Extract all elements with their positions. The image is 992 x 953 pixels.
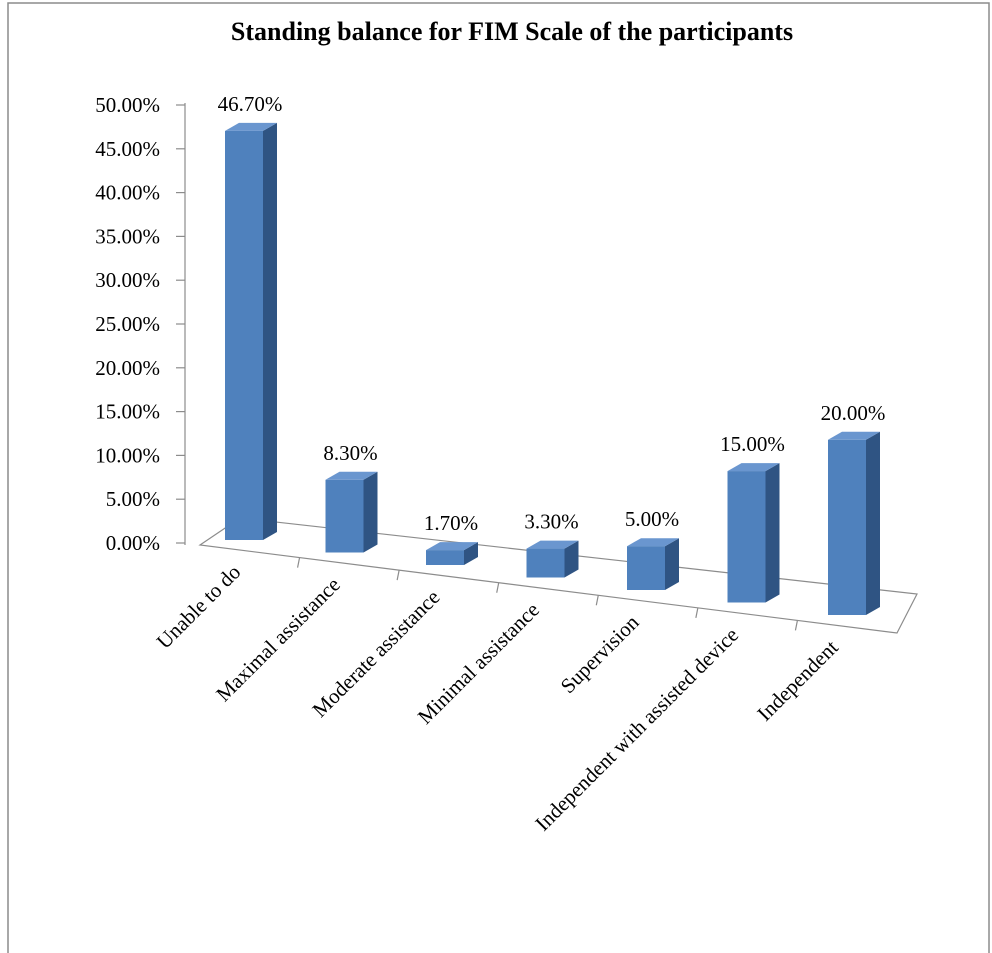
x-tick	[595, 595, 599, 606]
value-label: 20.00%	[821, 401, 886, 425]
chart-title: Standing balance for FIM Scale of the pa…	[231, 17, 793, 46]
y-tick-label: 10.00%	[95, 443, 160, 467]
value-label: 46.70%	[218, 92, 283, 116]
y-tick-label: 50.00%	[95, 93, 160, 117]
value-label: 1.70%	[424, 511, 478, 535]
y-tick-label: 35.00%	[95, 224, 160, 248]
y-tick-label: 15.00%	[95, 400, 160, 424]
bar	[225, 130, 263, 540]
y-tick-label: 0.00%	[106, 531, 160, 555]
bar-side	[665, 538, 679, 590]
x-tick	[496, 582, 500, 593]
bar	[828, 439, 866, 615]
bar	[325, 479, 364, 553]
x-tick	[794, 620, 799, 631]
y-tick-label: 45.00%	[95, 137, 160, 161]
y-tick-label: 5.00%	[106, 487, 160, 511]
bar	[426, 550, 464, 565]
bar-top	[225, 122, 277, 131]
x-tick	[396, 570, 400, 581]
bar-side	[765, 463, 780, 603]
bar-top	[526, 540, 579, 549]
value-label: 3.30%	[524, 510, 578, 534]
value-label: 5.00%	[625, 507, 679, 531]
x-tick	[695, 607, 699, 618]
value-label: 8.30%	[323, 441, 377, 465]
y-tick-label: 25.00%	[95, 312, 160, 336]
bar-side	[464, 542, 478, 565]
bar-top	[627, 538, 679, 547]
bar-side	[564, 540, 579, 578]
y-tick-label: 30.00%	[95, 268, 160, 292]
bar-side	[866, 431, 880, 615]
bar	[727, 471, 766, 603]
y-tick-label: 40.00%	[95, 181, 160, 205]
x-tick	[296, 557, 301, 568]
y-tick-label: 20.00%	[95, 356, 160, 380]
bar-side	[363, 471, 378, 553]
bar-top	[828, 431, 880, 440]
chart-frame	[7, 2, 990, 953]
bar-top	[727, 463, 780, 472]
bar-side	[263, 122, 277, 541]
bar-top	[426, 542, 478, 551]
value-label: 15.00%	[720, 432, 785, 456]
bar	[627, 546, 665, 590]
bar-top	[325, 471, 378, 480]
bar	[526, 548, 565, 578]
